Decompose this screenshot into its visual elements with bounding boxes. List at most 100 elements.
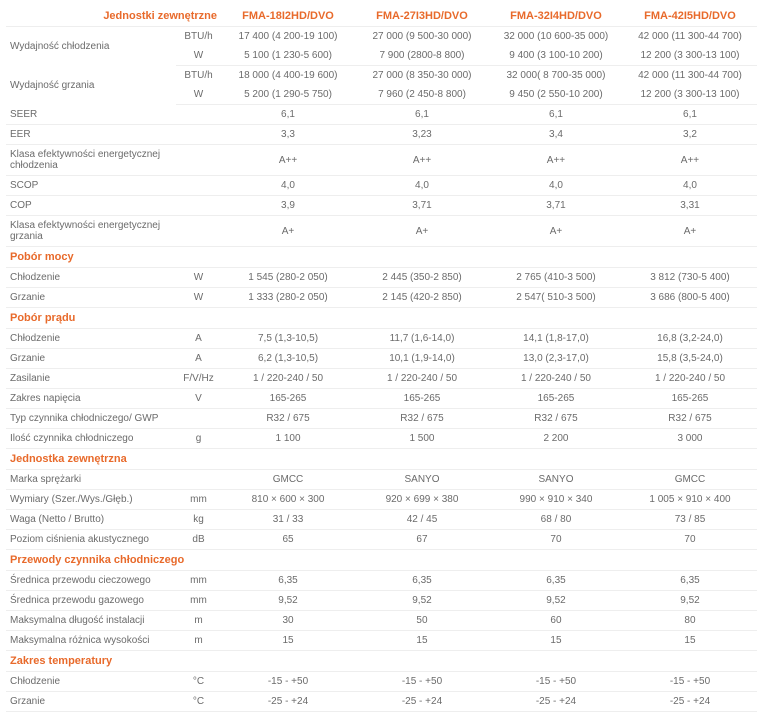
row-label: Poziom ciśnienia akustycznego [6,530,176,550]
row-unit: mm [176,490,221,510]
row-value: 1 / 220-240 / 50 [221,369,355,389]
row-label: COP [6,196,176,216]
row-value: A+ [221,216,355,247]
row-unit: W [176,268,221,288]
row-value: 7,5 (1,3-10,5) [221,329,355,349]
row-unit: kg [176,510,221,530]
row-value: 2 445 (350-2 850) [355,268,489,288]
row-value: 9,52 [355,591,489,611]
row-label: SEER [6,105,176,125]
header-label: Jednostki zewnętrzne [6,6,221,27]
row-value: 3 812 (730-5 400) [623,268,757,288]
row-value: 1 333 (280-2 050) [221,288,355,308]
row-value: GMCC [221,470,355,490]
row-value: A++ [623,145,757,176]
row-value: 4,0 [489,176,623,196]
row-unit [176,176,221,196]
row-value: 1 545 (280-2 050) [221,268,355,288]
row-value: 3,2 [623,125,757,145]
row-value: 1 / 220-240 / 50 [489,369,623,389]
row-unit [176,409,221,429]
row-label: Klasa efektywności energetycznej grzania [6,216,176,247]
row-value: 15 [221,631,355,651]
header-model: FMA-32I4HD/DVO [489,6,623,27]
row-value: 9,52 [489,591,623,611]
row-value: GMCC [623,470,757,490]
row-value: 13,0 (2,3-17,0) [489,349,623,369]
row-value: 3 686 (800-5 400) [623,288,757,308]
row-value: 6,35 [623,571,757,591]
row-value: 7 960 (2 450-8 800) [355,85,489,105]
row-label: Chłodzenie [6,672,176,692]
row-value: 5 200 (1 290-5 750) [221,85,355,105]
row-value: 16,8 (3,2-24,0) [623,329,757,349]
row-value: 1 / 220-240 / 50 [623,369,757,389]
row-value: 990 × 910 × 340 [489,490,623,510]
row-label: Średnica przewodu gazowego [6,591,176,611]
row-value: 1 100 [221,429,355,449]
row-label: SCOP [6,176,176,196]
section-heading: Jednostka zewnętrzna [6,449,757,470]
row-value: 67 [355,530,489,550]
row-value: 60 [489,611,623,631]
row-value: SANYO [489,470,623,490]
row-value: A++ [221,145,355,176]
row-label: Średnica przewodu cieczowego [6,571,176,591]
row-unit: m [176,611,221,631]
row-value: 15 [489,631,623,651]
row-value: 9,52 [221,591,355,611]
row-value: 6,2 (1,3-10,5) [221,349,355,369]
row-value: A+ [355,216,489,247]
row-unit [176,216,221,247]
row-unit: W [176,288,221,308]
row-label: Grzanie [6,288,176,308]
row-value: 6,1 [221,105,355,125]
row-value: -15 - +50 [489,672,623,692]
row-unit: W [176,85,221,105]
row-value: R32 / 675 [221,409,355,429]
row-value: 12 200 (3 300-13 100) [623,46,757,66]
row-value: 9 400 (3 100-10 200) [489,46,623,66]
row-label: Chłodzenie [6,268,176,288]
row-value: 15 [623,631,757,651]
row-value: 1 005 × 910 × 400 [623,490,757,510]
row-value: 165-265 [623,389,757,409]
row-value: 65 [221,530,355,550]
row-value: 3,71 [355,196,489,216]
row-value: 1 500 [355,429,489,449]
row-value: 3,31 [623,196,757,216]
row-value: 1 / 220-240 / 50 [355,369,489,389]
row-value: A+ [489,216,623,247]
row-unit [176,470,221,490]
row-unit: mm [176,571,221,591]
row-value: -15 - +50 [221,672,355,692]
header-model: FMA-27I3HD/DVO [355,6,489,27]
row-value: 3,4 [489,125,623,145]
row-label: Chłodzenie [6,329,176,349]
header-model: FMA-42I5HD/DVO [623,6,757,27]
row-unit: m [176,631,221,651]
row-unit: A [176,349,221,369]
row-value: 7 900 (2800-8 800) [355,46,489,66]
row-value: 9,52 [623,591,757,611]
row-value: A+ [623,216,757,247]
row-value: 11,7 (1,6-14,0) [355,329,489,349]
row-value: 2 200 [489,429,623,449]
row-value: 5 100 (1 230-5 600) [221,46,355,66]
row-label: Maksymalna różnica wysokości [6,631,176,651]
row-value: 30 [221,611,355,631]
row-unit: dB [176,530,221,550]
row-value: 9 450 (2 550-10 200) [489,85,623,105]
row-value: 2 765 (410-3 500) [489,268,623,288]
row-value: 4,0 [221,176,355,196]
row-value: 15 [355,631,489,651]
row-value: 3,3 [221,125,355,145]
row-value: -25 - +24 [489,692,623,712]
row-value: R32 / 675 [623,409,757,429]
row-label: Klasa efektywności energetycznej chłodze… [6,145,176,176]
row-value: 165-265 [355,389,489,409]
row-value: 3,71 [489,196,623,216]
row-unit: V [176,389,221,409]
row-unit: °C [176,672,221,692]
row-value: 18 000 (4 400-19 600) [221,66,355,86]
